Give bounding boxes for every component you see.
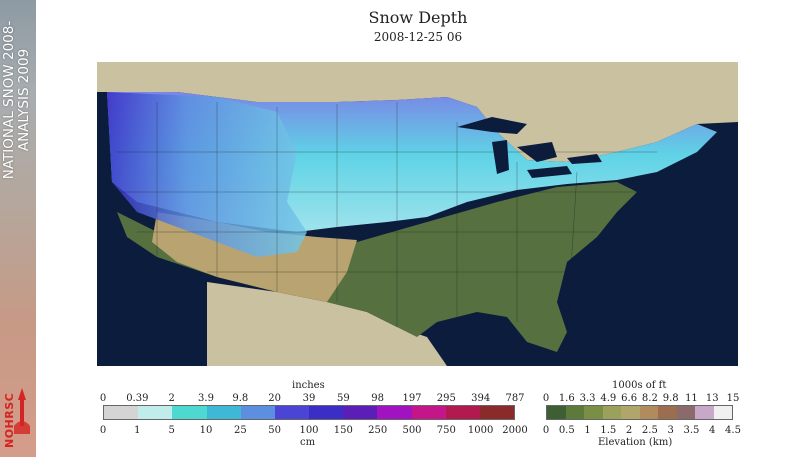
mexico-land	[207, 282, 447, 366]
ft-tick: 6.6	[621, 393, 638, 404]
elevation-color-swatch	[658, 406, 677, 419]
ft-tick: 3.3	[579, 393, 596, 404]
cm-tick: 0	[99, 425, 107, 436]
snow-legend-bottom-label: cm	[300, 437, 316, 448]
snow-legend-inches-ticks: 0 0.39 2 3.9 9.8 20 39 59 98 197 295 394 787	[99, 393, 525, 405]
inches-tick: 98	[371, 393, 385, 404]
snow-legend-top-label: inches	[292, 380, 325, 391]
cm-tick: 150	[333, 425, 353, 436]
snow-legend-cm-ticks: 0 1 5 10 25 50 100 150 250 500 750 1000 2000	[99, 425, 528, 437]
km-tick: 0.5	[558, 425, 575, 436]
inches-tick: 197	[402, 393, 422, 404]
snow-color-swatch	[445, 406, 480, 419]
snow-color-swatch	[138, 406, 173, 419]
inches-tick: 0	[99, 393, 107, 404]
elevation-color-swatch	[602, 406, 621, 419]
snow-color-swatch	[411, 406, 446, 419]
map-date: 2008-12-25 06	[373, 30, 463, 44]
snow-color-swatch	[309, 406, 344, 419]
cm-tick: 2000	[502, 425, 528, 436]
banner-line-1: NATIONAL SNOW 2008-	[1, 20, 17, 180]
snow-color-swatch	[479, 406, 515, 419]
snow-color-swatch	[377, 406, 412, 419]
inches-tick: 59	[336, 393, 350, 404]
side-banner: NATIONAL SNOW 2008- ANALYSIS 2009 NOHRSC	[0, 0, 36, 457]
cm-tick: 1	[134, 425, 141, 436]
snow-legend-colorbar	[103, 405, 515, 420]
elevation-color-swatch	[713, 406, 732, 419]
elev-legend-bottom-label: Elevation (km)	[598, 437, 673, 448]
snow-color-swatch	[206, 406, 241, 419]
snow-color-swatch	[274, 406, 310, 419]
cm-tick: 10	[199, 425, 213, 436]
nohrsc-logo-icon	[14, 388, 30, 434]
cm-tick: 50	[268, 425, 282, 436]
inches-tick: 3.9	[198, 393, 214, 404]
inches-tick: 2	[168, 393, 175, 404]
km-tick: 0	[542, 425, 550, 436]
km-tick: 2.5	[641, 425, 658, 436]
ft-tick: 1.6	[558, 393, 575, 404]
cm-tick: 25	[233, 425, 247, 436]
km-tick: 4	[709, 425, 716, 436]
km-tick: 3	[667, 425, 674, 436]
cm-tick: 100	[299, 425, 319, 436]
state-borders	[117, 102, 657, 333]
elev-legend-ft-ticks: 0 1.6 3.3 4.9 6.6 8.2 9.8 11 13 15	[542, 393, 740, 405]
logo-text: NOHRSC	[3, 392, 16, 448]
cm-tick: 500	[402, 425, 422, 436]
km-tick: 2	[625, 425, 633, 436]
km-tick: 3.5	[683, 425, 700, 436]
banner-line-2: ANALYSIS 2009	[16, 48, 32, 152]
elev-legend-top-label: 1000s of ft	[612, 380, 667, 391]
canada-land	[97, 62, 738, 162]
ft-tick: 9.8	[662, 393, 679, 404]
elev-legend-colorbar	[546, 405, 733, 420]
snow-color-swatch	[172, 406, 207, 419]
elevation-color-swatch	[565, 406, 584, 419]
km-tick: 1	[584, 425, 591, 436]
inches-tick: 0.39	[126, 393, 149, 404]
cm-tick: 750	[436, 425, 456, 436]
inches-tick: 20	[268, 393, 282, 404]
inches-tick: 39	[302, 393, 316, 404]
us-south-land	[117, 182, 637, 352]
km-tick: 4.5	[725, 425, 741, 436]
ft-tick: 0	[542, 393, 550, 404]
great-lakes	[457, 117, 602, 178]
elevation-color-swatch	[639, 406, 658, 419]
snow-color-swatch	[240, 406, 275, 419]
inches-tick: 394	[471, 393, 491, 404]
inches-tick: 295	[436, 393, 456, 404]
ft-tick: 13	[705, 393, 719, 404]
cm-tick: 1000	[467, 425, 494, 436]
snow-color-swatch	[343, 406, 378, 419]
ft-tick: 11	[685, 393, 698, 404]
ft-tick: 8.2	[641, 393, 658, 404]
ft-tick: 15	[726, 393, 740, 404]
elevation-color-swatch	[584, 406, 603, 419]
banner-title: NATIONAL SNOW 2008- ANALYSIS 2009	[1, 5, 34, 195]
elev-legend-km-ticks: 0 0.5 1 1.5 2 2.5 3 3.5 4 4.5	[542, 425, 741, 437]
page-title: Snow Depth	[368, 8, 468, 27]
ft-tick: 4.9	[600, 393, 617, 404]
cm-tick: 5	[168, 425, 175, 436]
elevation-color-swatch	[547, 406, 566, 419]
km-tick: 1.5	[600, 425, 617, 436]
elevation-color-swatch	[676, 406, 695, 419]
elevation-color-swatch	[621, 406, 640, 419]
inches-tick: 9.8	[232, 393, 249, 404]
snow-color-swatch	[104, 406, 139, 419]
inches-tick: 787	[505, 393, 525, 404]
cm-tick: 250	[368, 425, 388, 436]
snow-depth-map	[97, 62, 738, 366]
elevation-color-swatch	[695, 406, 714, 419]
